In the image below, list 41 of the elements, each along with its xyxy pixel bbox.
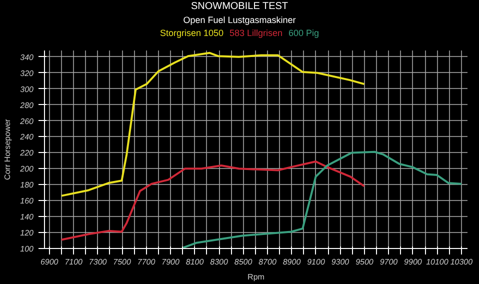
x-tick-label: 8100 (186, 258, 204, 266)
y-tick-label: 160 (20, 196, 34, 206)
x-tick-label: 7100 (64, 258, 84, 266)
y-tick-label: 220 (19, 148, 34, 158)
x-tick-label: 10100 (426, 258, 449, 266)
y-tick-label: 180 (20, 180, 34, 190)
x-tick-label: 6900 (40, 258, 59, 266)
line-series (60, 160, 366, 241)
text: Storgrisen 1050 (160, 28, 224, 38)
x-tick-label: 8300 (210, 258, 228, 266)
y-tick-label: 240 (19, 132, 34, 142)
x-tick-label: 8900 (282, 258, 302, 266)
chart-subtitle: Open Fuel Lustgasmaskiner (182, 14, 297, 28)
x-tick-label: 8700 (258, 258, 277, 266)
y-tick-label: 340 (20, 52, 34, 62)
x-tick-label: 7300 (88, 258, 108, 266)
chart-title: SNOWMOBILE TEST (190, 0, 290, 14)
text: 600 Pig (288, 28, 320, 38)
x-tick-label: 9900 (404, 258, 422, 266)
y-tick-label: 300 (20, 84, 34, 94)
y-axis-title: Corr Horsepower (3, 118, 12, 180)
x-axis-title: Rpm (248, 272, 265, 282)
x-tick-label: 9300 (331, 258, 350, 266)
x-tick-label: 9700 (380, 258, 398, 266)
y-tick-label: 120 (20, 228, 34, 238)
y-tick-label: 260 (19, 116, 34, 126)
x-tick-label: 9500 (356, 258, 374, 266)
text: 583 Lillgrisen (229, 28, 283, 38)
y-tick-label: 280 (19, 100, 34, 110)
x-tick-label: 7700 (137, 258, 156, 266)
x-tick-label: 8500 (234, 258, 253, 266)
x-tick-label: 9100 (307, 258, 326, 266)
x-tick-label: 7500 (113, 258, 132, 266)
x-tick-label: 7900 (162, 258, 180, 266)
y-tick-label: 100 (20, 244, 34, 254)
y-tick-label: 140 (20, 212, 34, 222)
line-series (60, 52, 366, 197)
y-tick-label: 320 (20, 68, 34, 78)
y-tick-label: 200 (19, 164, 34, 174)
line-series (182, 150, 463, 248)
x-tick-label: 10300 (450, 258, 474, 266)
